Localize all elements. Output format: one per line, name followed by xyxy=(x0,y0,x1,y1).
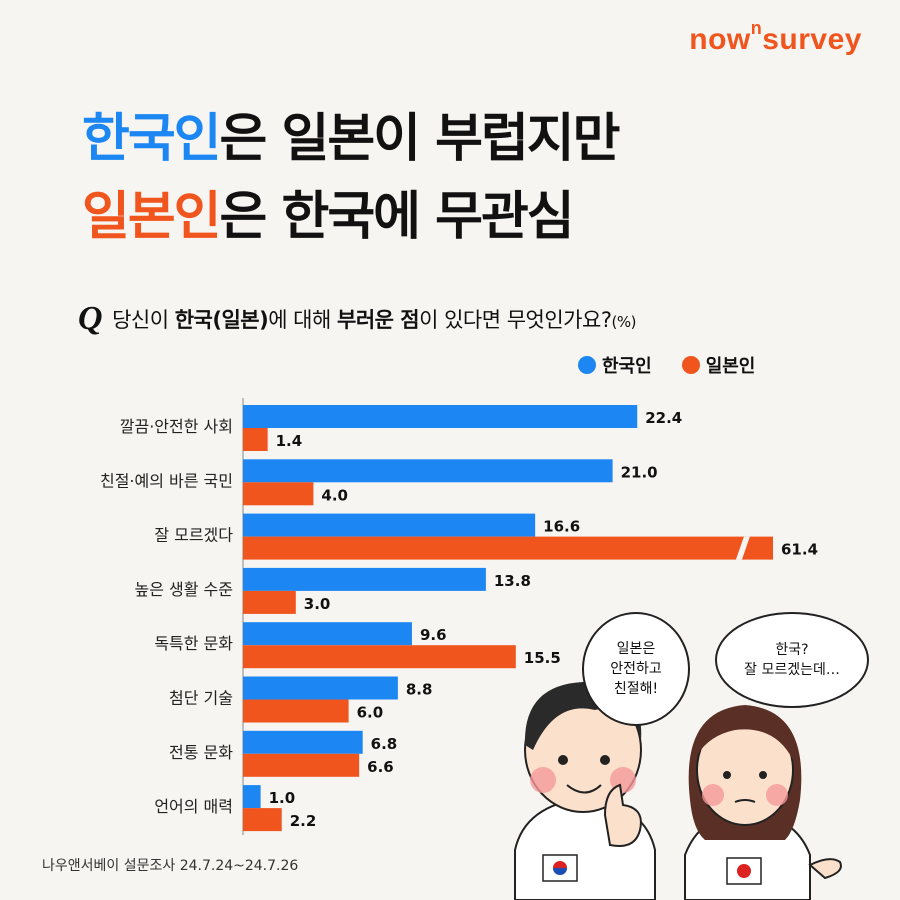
data-label: 6.8 xyxy=(371,735,398,753)
category-label: 높은 생활 수준 xyxy=(135,580,234,599)
japanese-woman-illustration xyxy=(684,705,842,900)
data-label: 3.0 xyxy=(304,595,331,613)
category-label: 전통 문화 xyxy=(169,743,233,762)
headline-line2: 일본인은 한국에 무관심 xyxy=(82,187,575,247)
legend-dot-korean xyxy=(578,356,596,374)
bar-korean xyxy=(243,676,398,700)
data-label: 6.6 xyxy=(367,758,394,776)
legend-korean: 한국인 xyxy=(578,352,652,378)
category-label: 깔끔·안전한 사회 xyxy=(120,417,233,436)
source-note: 나우앤서베이 설문조사 24.7.24~24.7.26 xyxy=(42,858,299,874)
data-label: 1.0 xyxy=(269,789,296,807)
data-label: 61.4 xyxy=(781,541,818,559)
speech-bubble-korean: 일본은 안전하고 친절해! xyxy=(582,612,690,726)
chart-legend: 한국인 일본인 xyxy=(578,352,755,378)
bar-korean xyxy=(243,567,486,591)
axis-break-mark xyxy=(735,536,750,560)
headline-line1: 한국인은 일본이 부럽지만 xyxy=(82,109,620,169)
data-label: 1.4 xyxy=(276,432,303,450)
data-label: 4.0 xyxy=(321,486,348,504)
data-label: 16.6 xyxy=(543,518,580,536)
data-label: 22.4 xyxy=(645,409,682,427)
data-label: 15.5 xyxy=(524,649,561,667)
bar-korean xyxy=(243,513,536,537)
bar-korean xyxy=(243,459,613,483)
bar-japanese xyxy=(243,482,314,506)
category-label: 언어의 매력 xyxy=(154,797,233,816)
characters-illustration xyxy=(514,682,842,900)
data-label: 9.6 xyxy=(420,626,447,644)
legend-japanese: 일본인 xyxy=(681,352,755,378)
category-label: 친절·예의 바른 국민 xyxy=(100,471,233,490)
bar-korean xyxy=(243,730,363,754)
category-label: 첨단 기술 xyxy=(169,689,233,708)
survey-question: Q 당신이 한국(일본)에 대해 부러운 점이 있다면 무엇인가요?(%) xyxy=(78,300,636,337)
speech-bubble-japanese: 한국? 잘 모르겠는데… xyxy=(715,612,869,708)
data-label: 21.0 xyxy=(621,463,658,481)
bar-korean xyxy=(243,622,412,646)
data-label: 13.8 xyxy=(494,572,531,590)
brand-logo: nownsurvey xyxy=(689,18,862,56)
legend-dot-japanese xyxy=(681,356,700,374)
bar-japanese xyxy=(243,590,296,614)
category-label: 독특한 문화 xyxy=(154,634,233,653)
data-label: 2.2 xyxy=(290,812,317,830)
category-label: 잘 모르겠다 xyxy=(154,526,233,545)
bar-japanese xyxy=(243,536,773,560)
bar-japanese xyxy=(243,808,282,832)
bar-japanese xyxy=(243,753,360,777)
headline: 한국인은 일본이 부럽지만 일본인은 한국에 무관심 xyxy=(82,100,620,256)
bar-japanese xyxy=(243,428,268,451)
data-label: 8.8 xyxy=(406,681,433,699)
bar-japanese xyxy=(243,645,516,669)
bar-chart: 깔끔·안전한 사회 22.4 1.4 친절·예의 바른 국민 21.0 4.0 잘 모르겠다… xyxy=(100,398,818,835)
bar-japanese xyxy=(243,699,349,723)
data-label: 6.0 xyxy=(357,704,384,722)
bar-korean xyxy=(243,785,261,809)
bar-korean xyxy=(243,405,638,428)
